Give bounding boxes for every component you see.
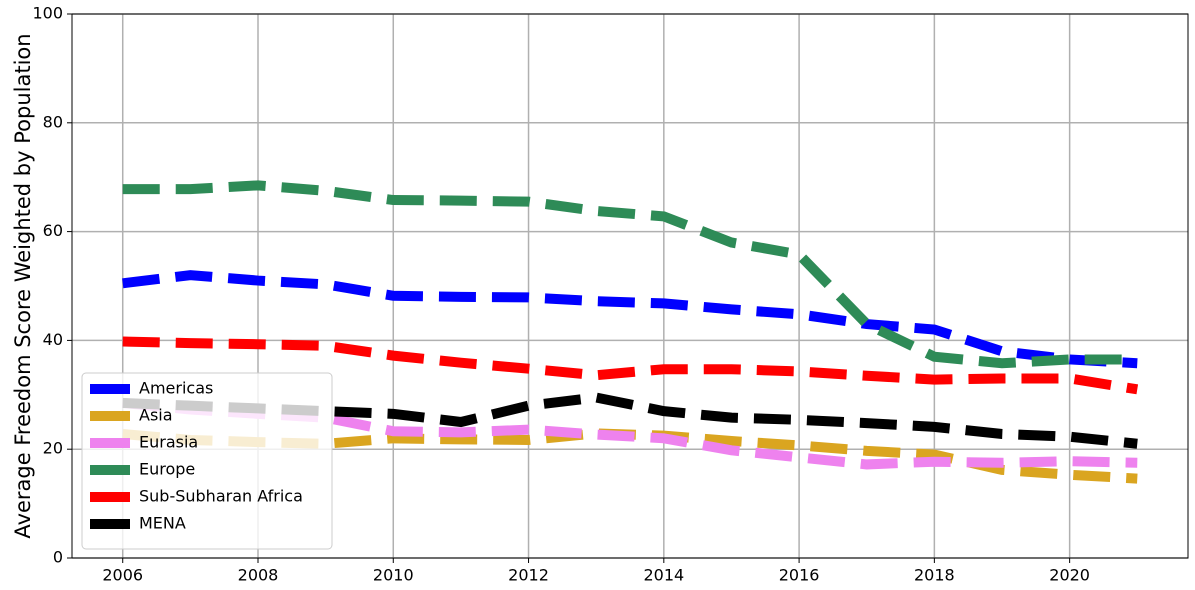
x-tick-label: 2018: [914, 566, 955, 585]
series-line: [122, 270, 1138, 369]
y-tick-label: 40: [43, 330, 63, 349]
x-tick-label: 2016: [779, 566, 820, 585]
series-line: [122, 336, 1139, 395]
x-tick-label: 2020: [1049, 566, 1090, 585]
y-tick-label: 60: [43, 221, 63, 240]
legend-box: [81, 372, 333, 550]
x-tick-label: 2006: [102, 566, 143, 585]
x-tick-label: 2014: [643, 566, 684, 585]
y-tick-label: 80: [43, 112, 63, 131]
plot-frame: [71, 13, 1189, 559]
legend-label: Americas: [139, 379, 213, 398]
y-tick-label: 20: [43, 439, 63, 458]
y-tick-label: 100: [32, 4, 63, 23]
legend-label: Eurasia: [139, 433, 198, 452]
legend-label: Asia: [139, 406, 173, 425]
x-tick-label: 2008: [238, 566, 279, 585]
y-axis-label: Average Freedom Score Weighted by Popula…: [11, 33, 35, 538]
y-tick-label: 0: [53, 548, 63, 567]
x-tick-label: 2012: [508, 566, 549, 585]
legend: Americas Asia Eurasia Europe Sub-Subharan Af…: [81, 372, 333, 550]
legend-label: Europe: [139, 460, 195, 479]
legend-label: Sub-Subharan Africa: [139, 487, 303, 506]
legend-label: MENA: [139, 514, 186, 533]
x-tick-label: 2010: [373, 566, 414, 585]
series-line: [122, 180, 1138, 369]
